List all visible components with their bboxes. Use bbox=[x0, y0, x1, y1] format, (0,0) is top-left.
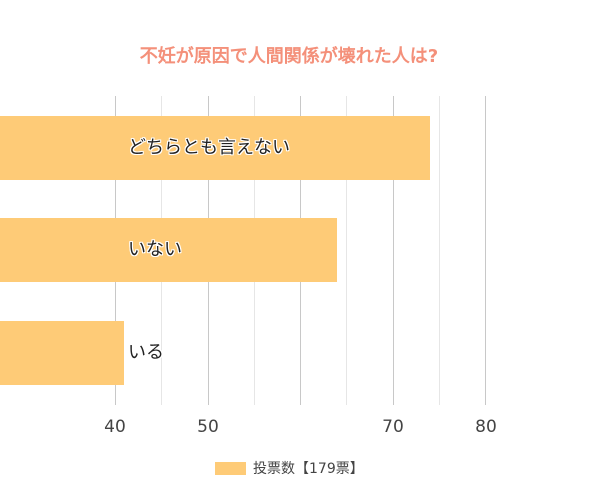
legend-label: 投票数【179票】 bbox=[253, 461, 364, 477]
bar-inai[interactable] bbox=[0, 218, 337, 282]
x-tick-label: 70 bbox=[382, 417, 404, 437]
bar-label: いない bbox=[128, 239, 182, 260]
bar-label: いる bbox=[128, 342, 164, 363]
x-tick-label: 40 bbox=[104, 417, 126, 437]
bar-iru[interactable] bbox=[0, 321, 124, 385]
legend-swatch bbox=[215, 461, 246, 475]
x-tick-label: 80 bbox=[475, 417, 497, 437]
legend[interactable]: 投票数【179票】 bbox=[215, 458, 364, 478]
gridline-70 bbox=[393, 96, 394, 405]
bar-label: どちらとも言えない bbox=[128, 137, 290, 158]
x-tick-label: 50 bbox=[197, 417, 219, 437]
gridline-65 bbox=[346, 96, 347, 405]
chart-title: 不妊が原因で人間関係が壊れた人は? bbox=[139, 46, 439, 67]
bar-dochira-tomo-ienai[interactable] bbox=[0, 116, 430, 180]
gridline-80 bbox=[485, 96, 486, 405]
gridline-75 bbox=[439, 96, 440, 405]
